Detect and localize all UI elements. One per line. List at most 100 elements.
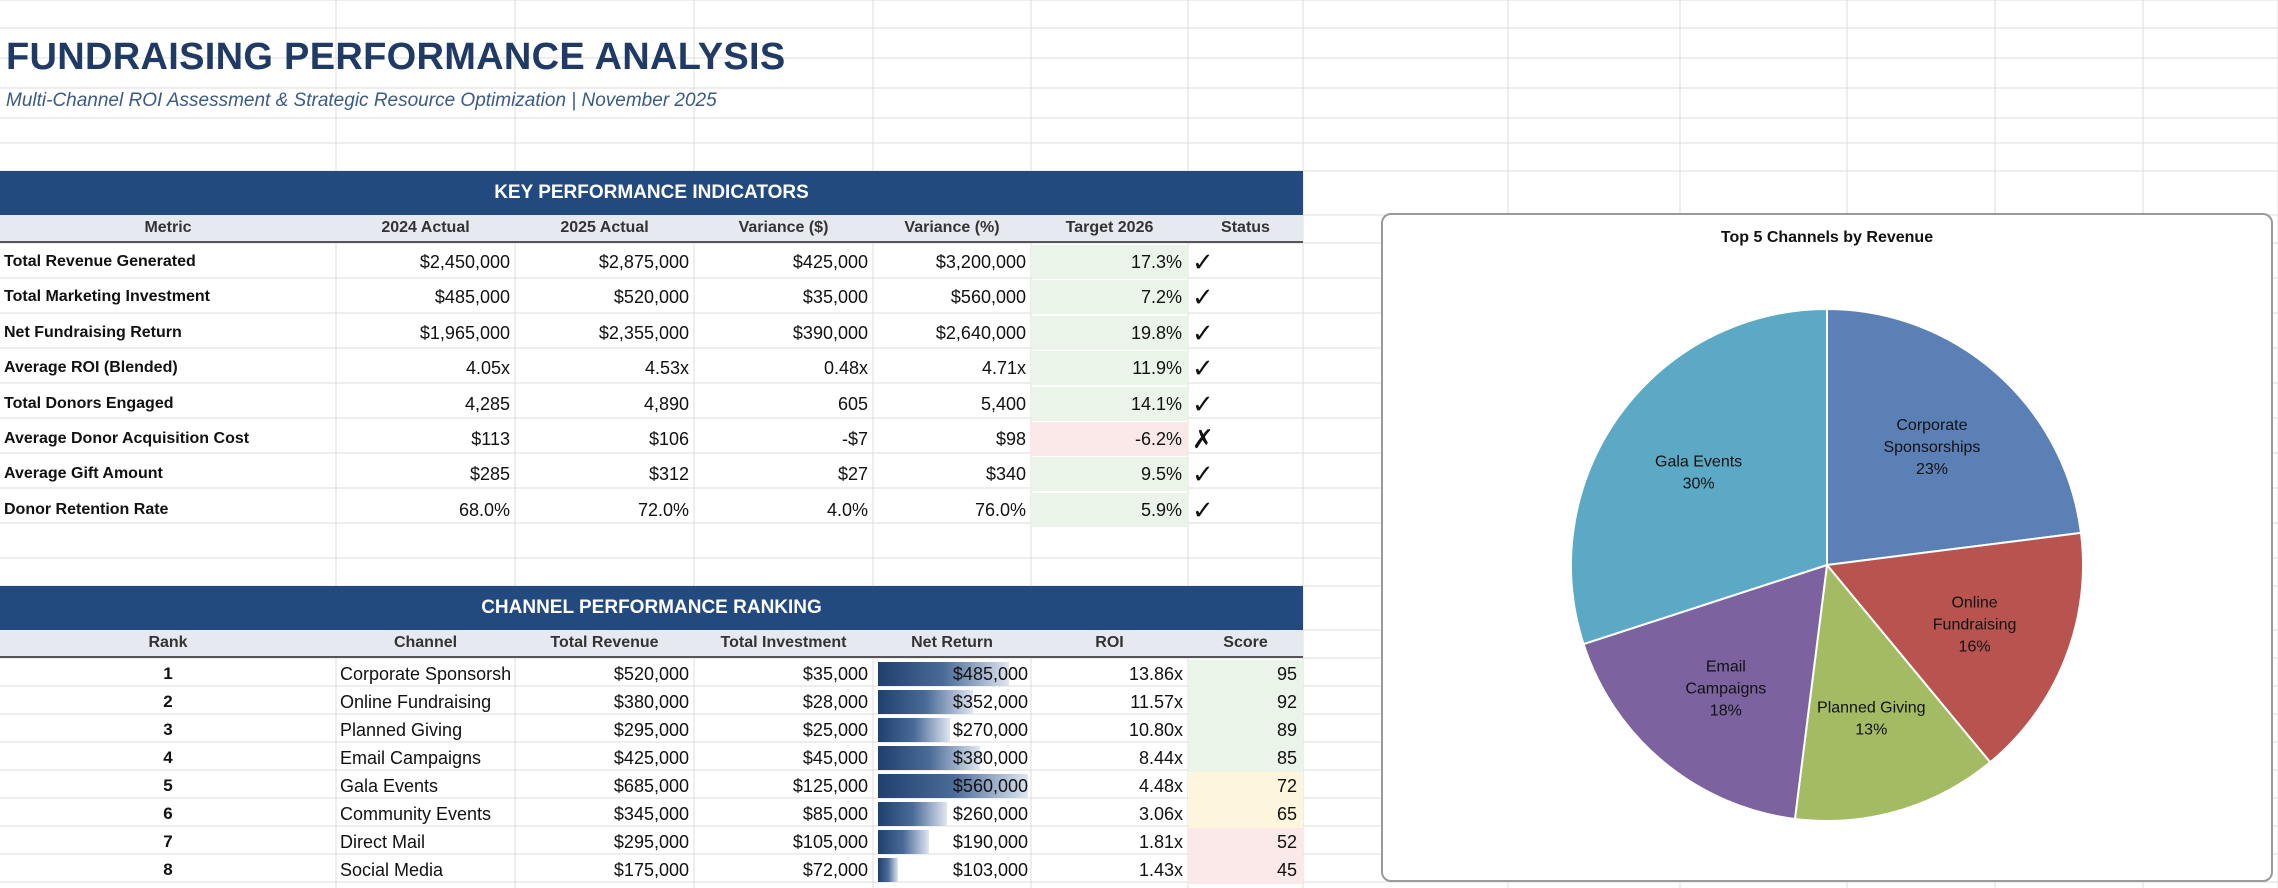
pie-slice-percent: 13%: [1855, 721, 1887, 738]
kpi-row[interactable]: Average Gift Amount $285 $312 $27 $340 9.5% ✓: [0, 457, 1303, 492]
kpi-target-2026: 11.9%: [1031, 351, 1188, 386]
kpi-row[interactable]: Total Marketing Investment $485,000 $520,0…: [0, 280, 1303, 315]
kpi-column-header: 2024 Actual: [381, 219, 470, 236]
kpi-2025-actual: $520,000: [613, 287, 689, 308]
net-return-databar: [878, 774, 1028, 798]
channel-name: Direct Mail: [340, 832, 426, 852]
status-cross-icon: ✗: [1192, 424, 1214, 454]
kpi-target-2026: 19.8%: [1031, 315, 1188, 350]
kpi-target-2026: 5.9%: [1031, 492, 1188, 527]
pie-slice-percent: 16%: [1959, 638, 1991, 655]
kpi-variance-dollars: 605: [837, 393, 868, 414]
rank-number: 3: [163, 720, 173, 739]
net-return-cell: $380,000: [878, 744, 1028, 772]
pie-chart[interactable]: Top 5 Channels by Revenue Corporate Spons…: [1381, 213, 2273, 882]
channel-name: Online Fundraising: [340, 692, 492, 712]
net-return-cell: $103,000: [878, 856, 1028, 884]
total-revenue: $520,000: [613, 664, 689, 684]
pie-slice[interactable]: [1826, 307, 2083, 567]
kpi-metric-label: Average Donor Acquisition Cost: [4, 430, 250, 447]
kpi-row[interactable]: Total Revenue Generated $2,450,000 $2,875,…: [0, 245, 1303, 279]
kpi-column-header: Status: [1221, 219, 1270, 236]
ranking-row[interactable]: 7 Direct Mail $295,000 $105,000 $190,000 1.81…: [0, 828, 1303, 856]
ranking-row[interactable]: 6 Community Events $345,000 $85,000 $260,000…: [0, 800, 1303, 828]
kpi-2024-actual: 68.0%: [458, 499, 510, 520]
pie-slice[interactable]: [1793, 562, 1992, 822]
kpi-variance-percent: $2,640,000: [935, 322, 1026, 343]
net-return-databar: [878, 830, 929, 854]
ranking-row[interactable]: 5 Gala Events $685,000 $125,000 $560,000 4.48…: [0, 772, 1303, 800]
total-revenue: $685,000: [613, 776, 689, 796]
status-check-icon: ✓: [1192, 353, 1214, 384]
kpi-row[interactable]: Net Fundraising Return $1,965,000 $2,355,0…: [0, 315, 1303, 350]
pie-slice-label: Email: [1706, 658, 1746, 675]
rank-number: 4: [163, 748, 173, 767]
kpi-column-header: Target 2026: [1065, 219, 1154, 236]
total-investment: $45,000: [802, 748, 868, 768]
score-value: 65: [1188, 800, 1303, 828]
rank-number: 2: [163, 692, 173, 711]
kpi-target-2026: 17.3%: [1031, 245, 1188, 279]
status-check-icon: ✓: [1192, 388, 1214, 419]
net-return-databar: [878, 746, 980, 770]
net-return-cell: $560,000: [878, 772, 1028, 800]
kpi-target-2026: 14.1%: [1031, 386, 1188, 421]
pie-slice-label: Online: [1951, 594, 1997, 611]
roi-value: 1.81x: [1138, 832, 1183, 852]
kpi-variance-percent: 5,400: [980, 393, 1026, 414]
kpi-column-header: Variance (%): [904, 219, 1000, 236]
pie-slice-percent: 18%: [1710, 702, 1742, 719]
kpi-column-header: Metric: [144, 219, 192, 236]
kpi-variance-dollars: $27: [837, 464, 868, 485]
net-return-databar: [878, 802, 947, 826]
kpi-row[interactable]: Total Donors Engaged 4,285 4,890 605 5,400 14…: [0, 386, 1303, 421]
ranking-row[interactable]: 3 Planned Giving $295,000 $25,000 $270,000 10…: [0, 716, 1303, 744]
kpi-row[interactable]: Donor Retention Rate 68.0% 72.0% 4.0% 76.0% 5…: [0, 492, 1303, 527]
pie-slice[interactable]: [1570, 307, 1828, 646]
rank-number: 7: [163, 832, 173, 851]
net-return-value: $485,000: [952, 664, 1028, 684]
ranking-row[interactable]: 2 Online Fundraising $380,000 $28,000 $352,0…: [0, 688, 1303, 716]
score-value: 52: [1188, 828, 1303, 856]
net-return-cell: $190,000: [878, 828, 1028, 856]
ranking-row[interactable]: 4 Email Campaigns $425,000 $45,000 $380,000 8…: [0, 744, 1303, 772]
roi-value: 3.06x: [1138, 804, 1183, 824]
ranking-row[interactable]: 8 Social Media $175,000 $72,000 $103,000 1.43…: [0, 856, 1303, 884]
total-investment: $125,000: [792, 776, 868, 796]
ranking-column-header: Rank: [148, 634, 188, 651]
net-return-value: $352,000: [952, 692, 1028, 712]
ranking-row[interactable]: 1 Corporate Sponsorsh $520,000 $35,000 $485,…: [0, 660, 1303, 688]
ranking-column-header: Total Investment: [720, 634, 847, 651]
total-revenue: $425,000: [613, 748, 689, 768]
kpi-variance-dollars: -$7: [841, 429, 868, 449]
kpi-2024-actual: 4.05x: [465, 358, 510, 379]
kpi-metric-label: Average Gift Amount: [4, 465, 163, 483]
ranking-column-headers: Rank Channel Total Revenue Total Investment…: [0, 630, 1303, 658]
score-value: 89: [1188, 716, 1303, 744]
pie-slice-label: Planned Giving: [1817, 699, 1926, 716]
pie-slice[interactable]: [1582, 563, 1829, 821]
kpi-column-headers: Metric 2024 Actual 2025 Actual Variance ($)…: [0, 215, 1303, 243]
pie-slice-percent: 23%: [1916, 461, 1948, 478]
kpi-target-2026: -6.2%: [1031, 422, 1188, 456]
kpi-row[interactable]: Average ROI (Blended) 4.05x 4.53x 0.48x 4.71…: [0, 351, 1303, 386]
channel-name: Social Media: [340, 860, 444, 880]
score-value: 92: [1188, 688, 1303, 716]
ranking-column-header: Total Revenue: [550, 634, 659, 651]
kpi-metric-label: Donor Retention Rate: [4, 500, 169, 518]
channel-name: Gala Events: [340, 776, 439, 796]
total-investment: $28,000: [802, 692, 868, 712]
kpi-2024-actual: $485,000: [434, 287, 510, 308]
kpi-target-2026: 9.5%: [1031, 457, 1188, 492]
roi-value: 1.43x: [1138, 860, 1183, 880]
kpi-variance-percent: $340: [985, 464, 1026, 485]
kpi-variance-dollars: $425,000: [792, 252, 868, 272]
pie-slice-label: Sponsorships: [1883, 439, 1980, 456]
ranking-column-header: Channel: [393, 634, 458, 651]
kpi-row[interactable]: Average Donor Acquisition Cost $113 $106 -$…: [0, 422, 1303, 456]
kpi-variance-percent: $98: [995, 429, 1026, 449]
pie-slice[interactable]: [1825, 531, 2084, 764]
rank-number: 8: [163, 860, 173, 879]
total-revenue: $175,000: [613, 860, 689, 880]
score-value: 72: [1188, 772, 1303, 800]
